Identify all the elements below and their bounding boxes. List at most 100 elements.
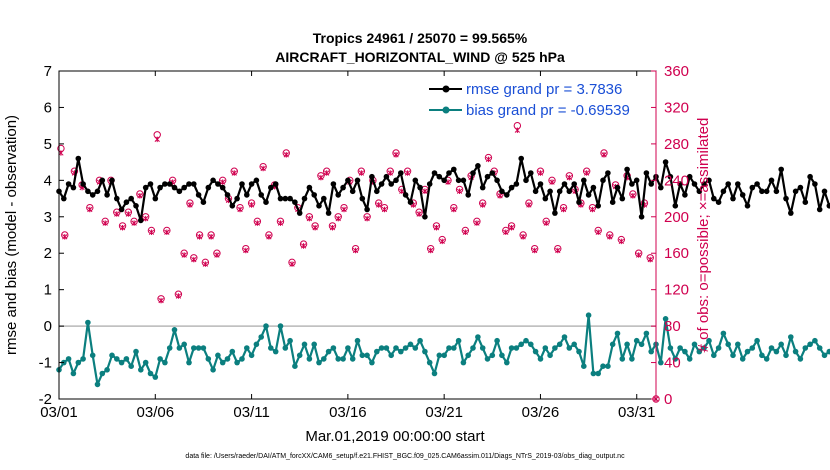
- rmse-point: [402, 192, 409, 198]
- bias-point: [258, 334, 265, 340]
- obs-assimilated-marker: [607, 234, 613, 240]
- obs-assimilated-marker: [636, 252, 642, 258]
- obs-assimilated-marker: [335, 215, 341, 222]
- obs-assimilated-marker: [393, 152, 399, 158]
- rmse-point: [691, 181, 698, 187]
- rmse-point: [460, 177, 467, 184]
- y-tick-right-label: 240: [664, 172, 689, 189]
- x-tick-label: 03/31: [618, 404, 656, 421]
- obs-assimilated-marker: [376, 202, 382, 208]
- rmse-point: [133, 203, 139, 209]
- rmse-point: [407, 199, 414, 205]
- obs-assimilated-marker: [549, 179, 555, 185]
- obs-assimilated-marker: [537, 170, 544, 176]
- y-tick-left-label: -1: [39, 355, 52, 372]
- bias-point: [166, 345, 173, 351]
- bias-point: [181, 341, 187, 348]
- bias-point: [388, 352, 395, 359]
- rmse-point: [711, 195, 717, 202]
- bias-point: [706, 337, 712, 344]
- bias-point: [75, 359, 82, 366]
- obs-assimilated-marker: [560, 206, 567, 213]
- obs-assimilated-marker: [503, 229, 509, 236]
- rmse-point: [277, 195, 284, 202]
- bias-point: [446, 345, 452, 351]
- obs-assimilated-marker: [154, 136, 160, 143]
- bias-point: [268, 345, 274, 351]
- obs-assimilated-marker: [283, 152, 289, 158]
- y-axis-left-label: rmse and bias (model - observation): [3, 115, 20, 355]
- obs-assimilated-marker: [243, 247, 249, 254]
- rmse-point: [422, 214, 428, 220]
- rmse-point: [672, 203, 679, 209]
- rmse-point: [138, 217, 144, 224]
- obs-assimilated-marker: [318, 174, 324, 181]
- rmse-point: [706, 177, 712, 184]
- rmse-point: [181, 184, 187, 191]
- rmse-point: [581, 177, 587, 184]
- bias-point: [287, 337, 293, 344]
- rmse-point: [812, 181, 818, 187]
- rmse-point: [802, 199, 809, 205]
- rmse-point: [725, 181, 731, 187]
- rmse-point: [508, 184, 515, 191]
- rmse-point: [157, 184, 163, 191]
- bias-point: [441, 352, 448, 359]
- bias-point: [499, 352, 505, 359]
- bias-point: [739, 356, 746, 362]
- rmse-point: [720, 188, 727, 195]
- bias-point: [114, 356, 120, 362]
- obs-assimilated-marker: [514, 127, 520, 133]
- obs-assimilated-marker: [584, 170, 590, 176]
- rmse-point: [374, 188, 380, 195]
- y-tick-right-label: 200: [664, 209, 689, 226]
- rmse-point: [807, 173, 813, 180]
- bias-point: [773, 348, 780, 355]
- y-tick-right-label: 360: [664, 63, 689, 80]
- rmse-point: [749, 184, 756, 191]
- x-tick-label: 03/16: [329, 404, 367, 421]
- y-tick-right-label: 120: [664, 282, 689, 299]
- bias-point: [118, 359, 125, 366]
- obs-assimilated-marker: [181, 252, 187, 258]
- bias-point: [374, 348, 380, 355]
- rmse-point: [609, 199, 616, 205]
- rmse-point: [186, 181, 192, 187]
- rmse-point: [537, 181, 544, 187]
- obs-assimilated-marker: [137, 193, 143, 199]
- y-tick-right-label: 320: [664, 99, 689, 116]
- obs-assimilated-marker: [543, 220, 549, 226]
- bias-point: [412, 345, 419, 351]
- x-axis-label: Mar.01,2019 00:00:00 start: [305, 428, 485, 445]
- obs-assimilated-marker: [595, 229, 601, 236]
- bias-point: [470, 345, 476, 351]
- rmse-point: [788, 210, 794, 216]
- bias-point: [816, 345, 823, 351]
- rmse-point: [576, 199, 582, 205]
- obs-assimilated-marker: [131, 220, 137, 226]
- obs-assimilated-marker: [428, 247, 434, 254]
- bias-point: [730, 352, 736, 359]
- bias-point: [191, 345, 197, 351]
- rmse-point: [70, 184, 77, 191]
- bias-point: [369, 359, 375, 366]
- rmse-point: [792, 188, 799, 195]
- y-tick-left-label: 0: [44, 318, 52, 335]
- obs-assimilated-marker: [532, 247, 538, 254]
- obs-assimilated-marker: [399, 188, 405, 195]
- rmse-point: [200, 199, 207, 205]
- bias-point: [219, 359, 226, 366]
- obs-assimilated-marker: [187, 202, 193, 208]
- obs-assimilated-marker: [306, 215, 313, 222]
- bias-point: [523, 337, 529, 344]
- bias-point: [778, 341, 784, 348]
- y-tick-left-label: 3: [44, 209, 52, 226]
- rmse-point: [561, 181, 568, 187]
- bias-point: [585, 312, 592, 319]
- rmse-point: [94, 188, 101, 195]
- bias-point: [234, 359, 240, 366]
- bias-point: [792, 348, 799, 355]
- obs-assimilated-marker: [526, 202, 532, 208]
- rmse-point: [735, 181, 741, 187]
- bias-point: [638, 341, 645, 348]
